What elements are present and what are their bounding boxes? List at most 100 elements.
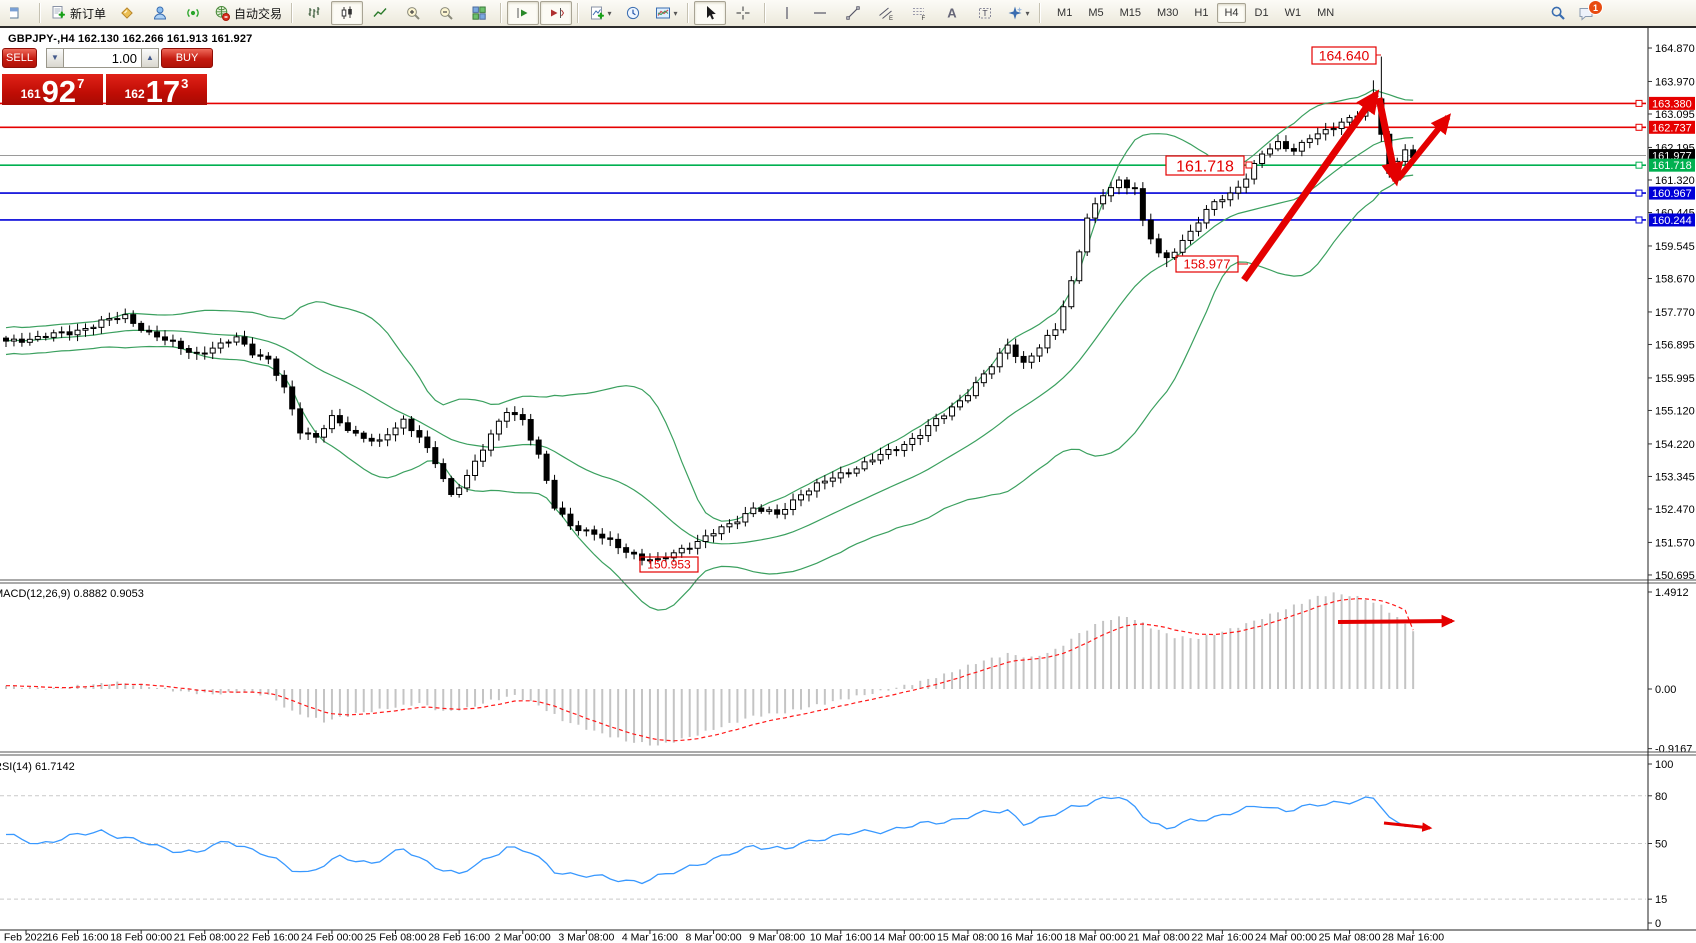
auto-trading-label: 自动交易 [234, 6, 283, 21]
time-tick-label: 16 Feb 16:00 [47, 932, 109, 943]
time-tick-label: 4 Mar 16:00 [622, 932, 678, 943]
timeframe-H4[interactable]: H4 [1217, 3, 1246, 23]
buy-price-pip: 3 [181, 76, 189, 91]
timeframe-group: M1 M5 M15 M30 H1 H4 D1 W1 MN [1050, 3, 1341, 23]
new-order-button[interactable]: 新订单 [46, 1, 110, 25]
line-chart-button[interactable] [364, 1, 396, 25]
annotation-box-158.977 [1175, 255, 1239, 273]
bar-chart-button[interactable] [298, 1, 330, 25]
toolbar-separator [577, 3, 580, 23]
price-label-box-161.718 [1649, 158, 1695, 172]
profile-button[interactable] [144, 1, 176, 25]
timeframe-M15[interactable]: M15 [1119, 7, 1141, 19]
timeframe-D1[interactable]: D1 [1254, 7, 1269, 19]
toolbar-right-group: 1 [1550, 0, 1603, 21]
auto-scroll-button[interactable] [507, 1, 540, 25]
equidistant-channel-icon: E [879, 7, 893, 21]
time-tick-label: 16 Mar 16:00 [1001, 932, 1063, 943]
annotation-handle [1245, 161, 1253, 169]
time-tick-label: 18 Feb 00:00 [110, 932, 172, 943]
timeframe-MN[interactable]: MN [1317, 7, 1335, 19]
axes: 164.870163.970163.095162.195161.320160.4… [0, 28, 1696, 943]
timeframe-M5[interactable]: M5 [1088, 7, 1104, 19]
chat-button[interactable]: 1 [1578, 0, 1603, 21]
trendline-tool-button[interactable] [837, 1, 869, 25]
sell-price-box[interactable]: 161 92 7 [2, 74, 103, 109]
fibonacci-tool-button[interactable]: F [903, 1, 935, 25]
candlestick-chart-icon [341, 6, 352, 19]
trade-panel-controls: SELL ▼ ▲ BUY [2, 48, 214, 68]
zoom-out-button[interactable] [430, 1, 462, 25]
time-tick-label: 25 Feb 08:00 [365, 932, 427, 943]
styler-button[interactable] [111, 1, 143, 25]
auto-trading-button[interactable]: 自动交易 [210, 1, 286, 25]
chart-template-button[interactable] [650, 1, 682, 25]
time-tick-label: 10 Mar 16:00 [810, 932, 872, 943]
volume-increase-button[interactable]: ▲ [141, 48, 159, 68]
auto-trading-icon [215, 6, 231, 21]
shapes-tool-button[interactable] [1002, 1, 1034, 25]
bollinger-bands[interactable] [5, 88, 1414, 611]
line-handle [1635, 216, 1643, 224]
buy-price-big: 17 [145, 74, 181, 109]
trendline-icon [846, 6, 860, 20]
svg-text:F: F [922, 16, 926, 21]
candlestick-chart-button[interactable] [331, 1, 364, 25]
sell-price-big: 92 [41, 74, 77, 109]
buy-price-prefix: 162 [124, 87, 145, 101]
text-tool-button[interactable]: A [936, 1, 968, 25]
timeframe-M1[interactable]: M1 [1057, 7, 1073, 19]
timeframe-W1[interactable]: W1 [1284, 7, 1302, 19]
price-tick-label: 159.545 [1655, 241, 1695, 253]
chart-shift-button[interactable] [540, 1, 573, 25]
toolbar-separator [1039, 3, 1042, 23]
volume-decrease-button[interactable]: ▼ [46, 48, 64, 68]
channel-tool-button[interactable]: E [870, 1, 902, 25]
time-tick-label: 24 Feb 00:00 [301, 932, 363, 943]
cursor-tool-button[interactable] [694, 1, 727, 25]
price-tick-label: 163.970 [1655, 76, 1695, 88]
time-tick-label: 14 Mar 00:00 [873, 932, 935, 943]
text-label-tool-button[interactable]: T [969, 1, 1001, 25]
signal-button[interactable] [177, 1, 209, 25]
price-tick-label: 163.095 [1655, 109, 1695, 121]
period-button[interactable] [617, 1, 649, 25]
price-tick-label: 157.770 [1655, 307, 1695, 319]
sell-price-pip: 7 [77, 76, 85, 91]
add-indicator-button[interactable] [584, 1, 616, 25]
annotations[interactable]: 164.640 161.718 158.977 150.953 [639, 46, 1456, 832]
macd-label: MACD(12,26,9) 0.8882 0.9053 [0, 588, 144, 600]
horizontal-line-icon [814, 12, 827, 14]
tile-windows-icon [472, 6, 486, 20]
signal-icon [187, 8, 199, 18]
timeframe-H1[interactable]: H1 [1194, 7, 1209, 19]
window-icon[interactable] [2, 1, 34, 25]
svg-text:T: T [982, 8, 987, 18]
volume-input[interactable] [64, 48, 141, 68]
zoom-in-button[interactable] [397, 1, 429, 25]
buy-price-box[interactable]: 162 17 3 [106, 74, 207, 109]
trend-arrow [1395, 113, 1452, 181]
new-order-icon [52, 6, 65, 19]
buy-button[interactable]: BUY [161, 48, 213, 68]
toolbar-separator [39, 3, 41, 23]
price-tick-label: 156.895 [1655, 339, 1695, 351]
vertical-line-tool-button[interactable] [771, 1, 803, 25]
chart-canvas[interactable]: MACD(12,26,9) 0.8882 0.9053 1.4912 0.00 -0.… [0, 28, 1696, 943]
price-tick-label: 151.570 [1655, 537, 1695, 549]
price-tick-label: 161.320 [1655, 175, 1695, 187]
horizontal-line-tool-button[interactable] [804, 1, 836, 25]
text-icon: A [947, 6, 957, 21]
chart-area: MACD(12,26,9) 0.8882 0.9053 1.4912 0.00 -0.… [0, 28, 1696, 943]
timeframe-M30[interactable]: M30 [1157, 7, 1179, 19]
sell-button[interactable]: SELL [2, 48, 37, 68]
macd-pane: MACD(12,26,9) 0.8882 0.9053 1.4912 0.00 -0.… [0, 587, 1692, 756]
tile-windows-button[interactable] [463, 1, 495, 25]
search-icon[interactable] [1550, 5, 1566, 21]
annotation-box-150.953 [639, 556, 699, 573]
time-tick-label: Feb 2022 [4, 932, 49, 943]
rsi-line [5, 796, 1414, 885]
crosshair-tool-button[interactable] [727, 1, 759, 25]
time-tick-label: 28 Feb 16:00 [428, 932, 490, 943]
